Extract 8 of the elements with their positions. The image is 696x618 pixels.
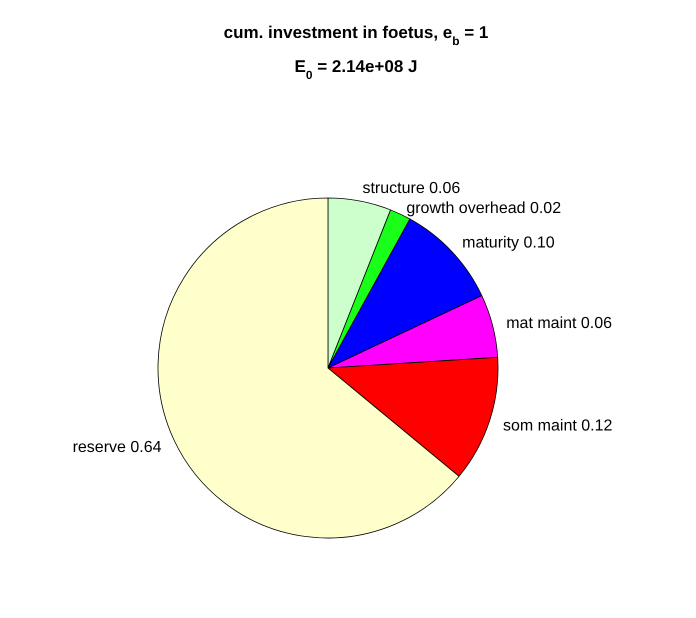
slice-label: reserve 0.64 (72, 438, 162, 456)
slice-label: structure 0.06 (362, 180, 460, 197)
slice-label: mat maint 0.06 (506, 314, 612, 332)
slice-label: growth overhead 0.02 (406, 200, 562, 217)
slice-label: som maint 0.12 (502, 417, 612, 434)
chart-subtitle: E$_{0}$ = 2.14e+08 J (294, 57, 418, 82)
chart-title: cum. investment in foetus, e$_{b}$ = 1 (224, 23, 488, 48)
slice-label: maturity 0.10 (462, 234, 555, 252)
